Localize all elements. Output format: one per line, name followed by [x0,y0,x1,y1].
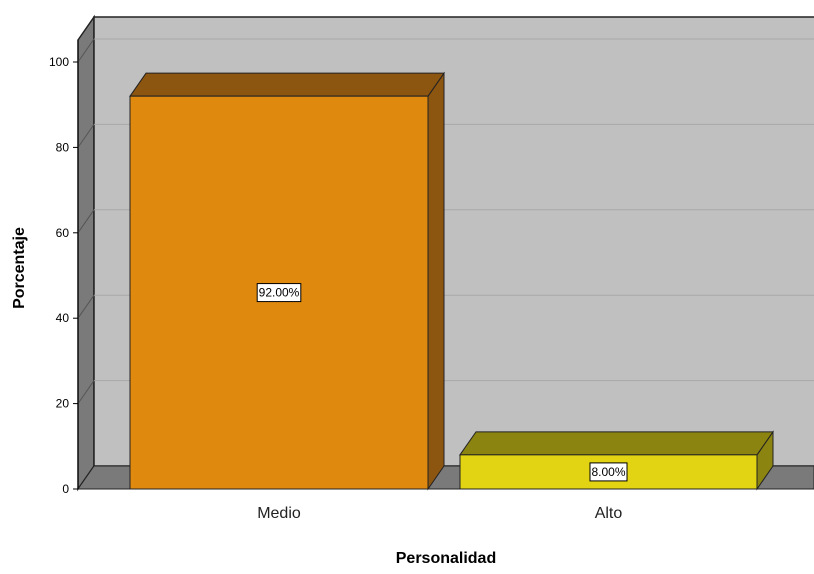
y-tick-label: 0 [62,482,69,496]
gridline-wall [77,294,95,319]
x-axis-title: Personalidad [396,550,496,567]
data-label: 8.00% [591,465,625,479]
y-tick-label: 40 [56,311,70,325]
y-tick-label: 60 [56,226,70,240]
bar [459,454,758,490]
data-label-box [256,283,302,303]
bar-side [427,71,445,491]
gridline-wall [77,124,95,148]
y-axis-title: Porcentaje [11,227,28,309]
y-tick-label: 80 [56,140,70,154]
left-wall [77,14,95,492]
gridline-wall [77,38,95,63]
data-label-box [589,462,628,482]
data-label: 92.00% [259,286,300,300]
y-tick-label: 100 [49,55,69,69]
x-tick-label: Medio [257,505,301,522]
x-tick-label: Alto [595,505,623,522]
y-tick-label: 20 [56,397,70,411]
gridline-wall [77,209,95,234]
gridline-wall [77,380,95,404]
bar-top [459,431,774,456]
bar-top [129,72,445,97]
